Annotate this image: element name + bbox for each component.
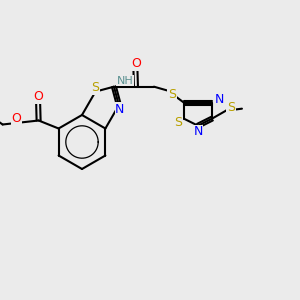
Text: N: N [115,103,124,116]
Text: S: S [92,81,100,94]
Text: O: O [34,90,44,103]
Text: O: O [131,57,141,70]
Text: S: S [168,88,176,101]
Text: N: N [193,125,203,138]
Text: N: N [214,93,224,106]
Text: S: S [227,101,235,114]
Text: NH: NH [117,76,133,86]
Text: O: O [12,112,22,125]
Text: S: S [174,116,182,129]
